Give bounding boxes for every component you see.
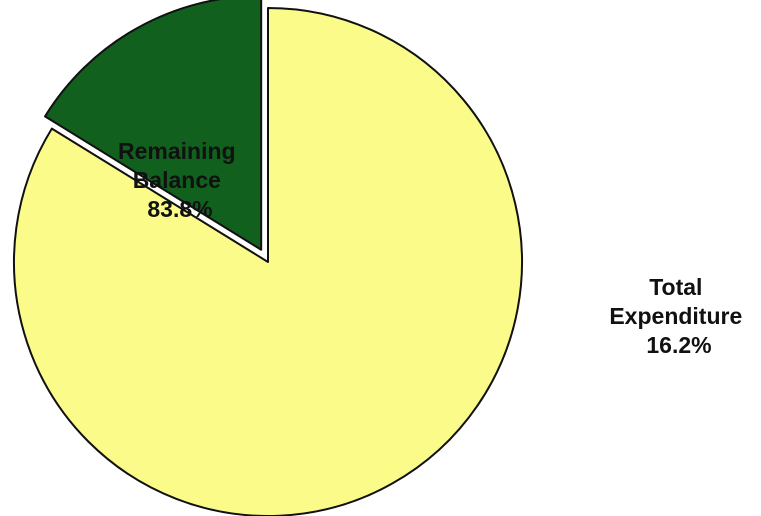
- slice-value-total-expenditure: 16.2%: [646, 332, 711, 358]
- pie-slice-remaining-balance: [13, 7, 523, 516]
- slice-label-total-expenditure-line-1: Total: [649, 274, 702, 300]
- slice-label-remaining-balance-line-1: Remaining: [118, 138, 236, 164]
- slice-label-total-expenditure-line-2: Expenditure: [609, 303, 742, 329]
- slice-value-remaining-balance: 83.8%: [147, 196, 212, 222]
- slice-label-remaining-balance-line-2: Balance: [133, 167, 221, 193]
- pie-slices: [13, 0, 523, 516]
- slice-label-total-expenditure: Total Expenditure 16.2%: [609, 274, 748, 358]
- slice-label-remaining-balance: Remaining Balance 83.8%: [118, 138, 242, 222]
- pie-slice-total-expenditure: [44, 0, 263, 251]
